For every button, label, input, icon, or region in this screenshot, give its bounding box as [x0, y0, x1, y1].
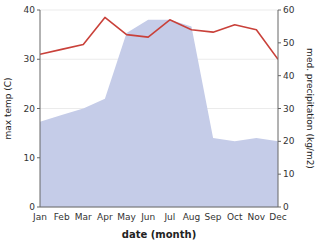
x-tick-label: Mar — [75, 212, 92, 222]
x-tick-label: Feb — [54, 212, 70, 222]
y2-axis-title: med. precipitation (kg/m2) — [305, 48, 315, 169]
y-tick — [37, 207, 40, 208]
y-tick-label: 10 — [24, 153, 36, 163]
y-tick-label: 40 — [24, 5, 36, 15]
y-tick — [37, 59, 40, 60]
y-axis-title: max temp (C) — [3, 77, 13, 139]
plot-area — [40, 17, 278, 207]
y2-tick-label: 0 — [283, 202, 289, 212]
y2-tick — [278, 75, 281, 76]
y2-tick — [278, 42, 281, 43]
y2-tick — [278, 10, 281, 11]
x-tick-label: Jan — [32, 212, 47, 222]
y-tick — [37, 10, 40, 11]
y-tick — [37, 108, 40, 109]
y2-tick — [278, 174, 281, 175]
x-tick-label: Dec — [269, 212, 286, 222]
y2-tick-label: 60 — [283, 5, 295, 15]
x-tick-label: Oct — [227, 212, 243, 222]
y-tick-label: 20 — [24, 104, 36, 114]
temperature-line — [40, 17, 278, 59]
chart: 0 10 20 30 40 0 10 20 30 40 50 60 Jan Feb Mar Apr May Jun… — [0, 0, 318, 247]
x-axis-line — [40, 207, 278, 208]
x-tick-label: May — [117, 212, 136, 222]
y2-tick — [278, 207, 281, 208]
x-tick-label: Apr — [97, 212, 113, 222]
chart-container: 0 10 20 30 40 0 10 20 30 40 50 60 Jan Feb Mar Apr May Jun… — [0, 0, 318, 247]
x-axis-title: date (month) — [122, 229, 196, 240]
y-tick-label: 0 — [29, 202, 35, 212]
y2-tick-label: 20 — [283, 136, 295, 146]
y2-tick-label: 10 — [283, 169, 295, 179]
y-tick-label: 30 — [24, 54, 36, 64]
y2-tick-label: 40 — [283, 71, 295, 81]
x-tick-label: Aug — [183, 212, 201, 222]
y2-tick — [278, 141, 281, 142]
y-tick — [37, 157, 40, 158]
x-tick-label: Nov — [248, 212, 266, 222]
x-tick-label: Jul — [163, 212, 175, 222]
grid-line — [40, 207, 278, 208]
y2-tick-label: 50 — [283, 38, 295, 48]
y2-tick-label: 30 — [283, 104, 295, 114]
y2-tick — [278, 108, 281, 109]
x-tick-label: Jun — [140, 212, 155, 222]
x-tick-label: Sep — [205, 212, 222, 222]
precipitation-area — [40, 20, 278, 207]
grid-line — [40, 10, 278, 11]
